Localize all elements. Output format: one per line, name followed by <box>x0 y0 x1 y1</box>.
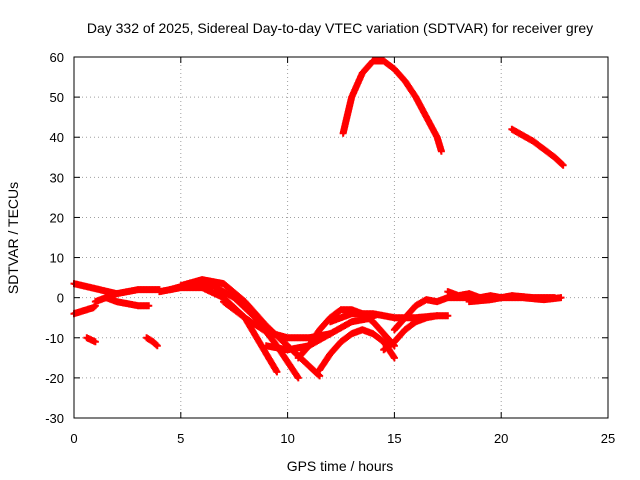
data-point <box>551 294 559 302</box>
y-tick-label: 50 <box>50 90 64 105</box>
series-arc-15 <box>339 57 445 155</box>
series-arc-19 <box>465 292 559 306</box>
series-arc-20 <box>508 125 567 169</box>
axis-ticks <box>73 56 609 419</box>
plot-frame <box>73 56 609 419</box>
series-arc-11 <box>262 314 377 354</box>
y-tick-label: -20 <box>45 371 64 386</box>
x-tick-label: 20 <box>494 431 508 446</box>
x-tick-label: 10 <box>280 431 294 446</box>
x-tick-label: 5 <box>177 431 184 446</box>
y-tick-label: 40 <box>50 130 64 145</box>
data-point <box>558 160 566 168</box>
data-points <box>70 57 567 382</box>
y-axis-label: SDTVAR / TECUs <box>5 182 21 294</box>
axis-tick-labels: 0 5 10 15 20 25 -30 -20 -10 0 10 20 30 40 50 60 <box>45 50 615 446</box>
data-point <box>437 147 445 155</box>
y-tick-label: 20 <box>50 210 64 225</box>
grid <box>74 57 608 418</box>
data-point <box>557 294 565 302</box>
data-point <box>316 372 324 380</box>
data-point <box>145 302 153 310</box>
series-arc-5 <box>102 294 153 310</box>
data-point <box>90 303 98 311</box>
data-point <box>559 161 567 169</box>
y-tick-label: 0 <box>57 291 64 306</box>
series-arc-3 <box>83 334 99 346</box>
x-tick-label: 15 <box>387 431 401 446</box>
x-tick-label: 25 <box>601 431 615 446</box>
y-tick-label: -10 <box>45 331 64 346</box>
data-point <box>153 342 161 350</box>
series-arc-14 <box>316 326 398 374</box>
y-tick-label: -30 <box>45 411 64 426</box>
data-point <box>273 368 281 376</box>
data-point <box>444 312 452 320</box>
data-point <box>91 338 99 346</box>
series-arc-16 <box>380 312 452 354</box>
y-tick-label: 30 <box>50 170 64 185</box>
series-arc-2 <box>70 302 99 318</box>
y-tick-label: 60 <box>50 50 64 65</box>
chart-title: Day 332 of 2025, Sidereal Day-to-day VTE… <box>87 20 593 36</box>
data-point <box>294 374 302 382</box>
series-arc-6 <box>143 334 161 350</box>
y-tick-label: 10 <box>50 251 64 266</box>
data-point <box>152 341 160 349</box>
data-point <box>390 354 398 362</box>
x-tick-label: 0 <box>70 431 77 446</box>
data-point <box>315 371 323 379</box>
x-axis-label: GPS time / hours <box>287 458 394 474</box>
